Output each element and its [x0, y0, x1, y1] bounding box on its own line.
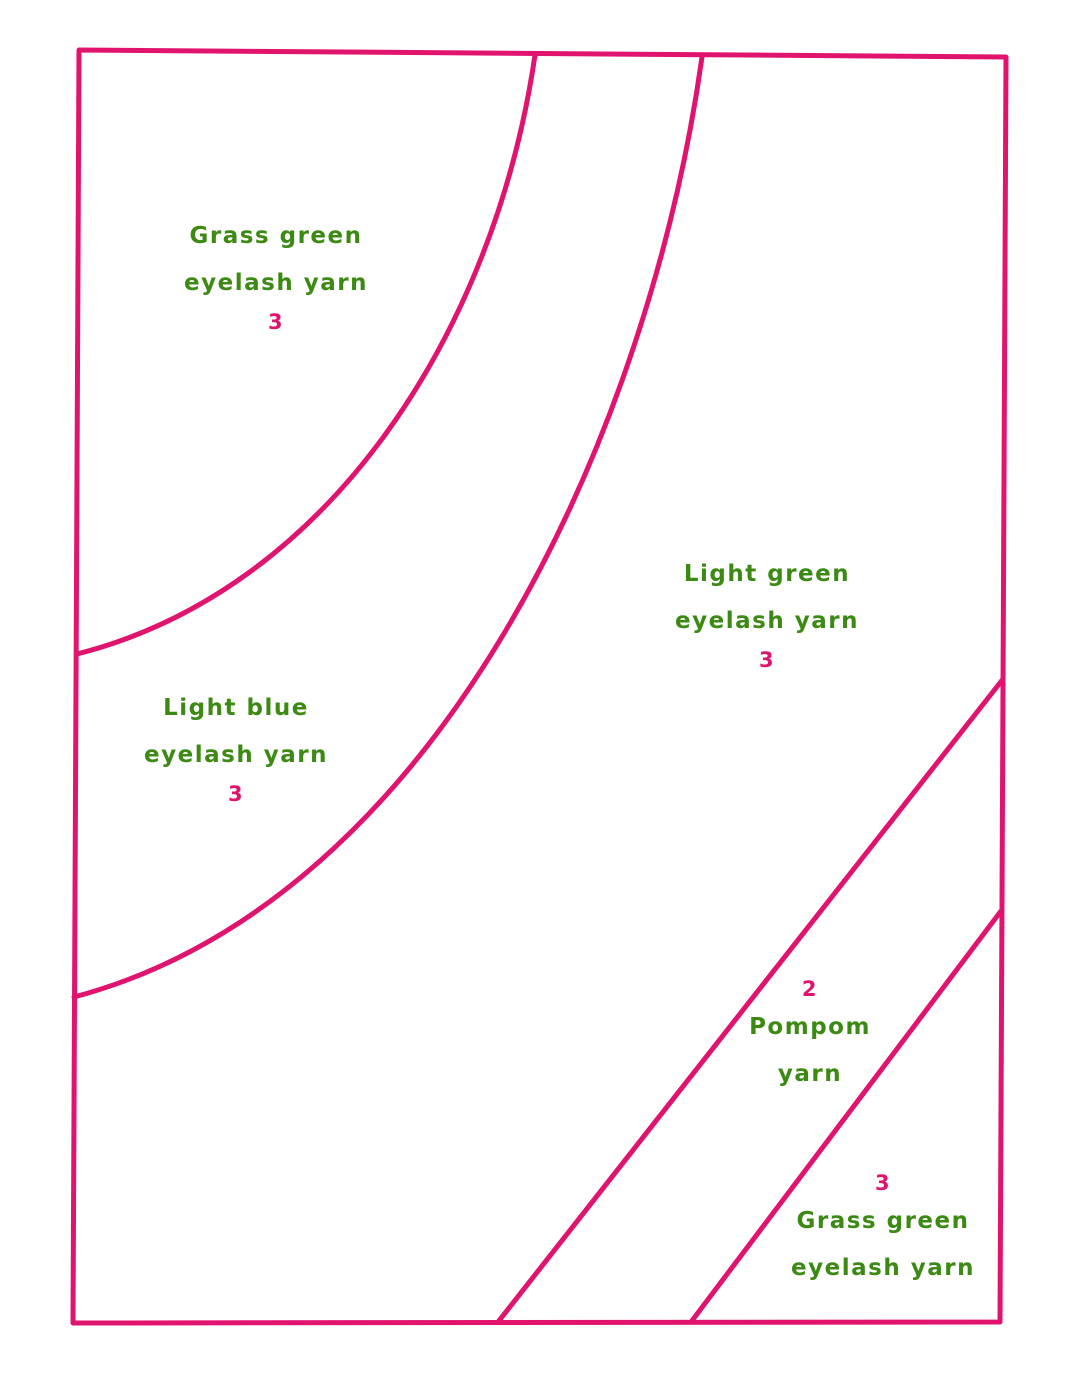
yarn-color-label: Pompom: [749, 1014, 871, 1040]
strand-count: 3: [758, 648, 776, 672]
yarn-color-label: Light green: [683, 561, 851, 587]
yarn-type-label: eyelash yarn: [791, 1255, 975, 1281]
diagonal-line-upper: [495, 676, 1006, 1325]
inner-arc: [74, 52, 538, 657]
strand-count: 2: [801, 977, 819, 1001]
label-left-middle-region: Light blue eyelash yarn 3: [144, 685, 328, 809]
yarn-type-label: eyelash yarn: [184, 270, 368, 296]
label-right-center-region: Light green eyelash yarn 3: [675, 551, 859, 675]
yarn-color-label: Grass green: [189, 223, 363, 249]
strand-count: 3: [874, 1171, 892, 1195]
strand-count: 3: [267, 310, 285, 334]
yarn-type-label: eyelash yarn: [144, 742, 328, 768]
strand-count: 3: [227, 782, 245, 806]
yarn-type-label: yarn: [777, 1061, 843, 1087]
yarn-type-label: eyelash yarn: [675, 608, 859, 634]
diagonal-line-lower: [688, 908, 1004, 1325]
label-bottom-right-region: 3 Grass green eyelash yarn: [791, 1168, 975, 1292]
label-top-left-region: Grass green eyelash yarn 3: [184, 213, 368, 337]
yarn-color-label: Grass green: [796, 1208, 970, 1234]
outer-border: [70, 47, 1009, 1326]
yarn-color-label: Light blue: [163, 695, 309, 721]
outer-arc: [71, 54, 705, 1000]
label-bottom-band-region: 2 Pompom yarn: [749, 974, 871, 1098]
